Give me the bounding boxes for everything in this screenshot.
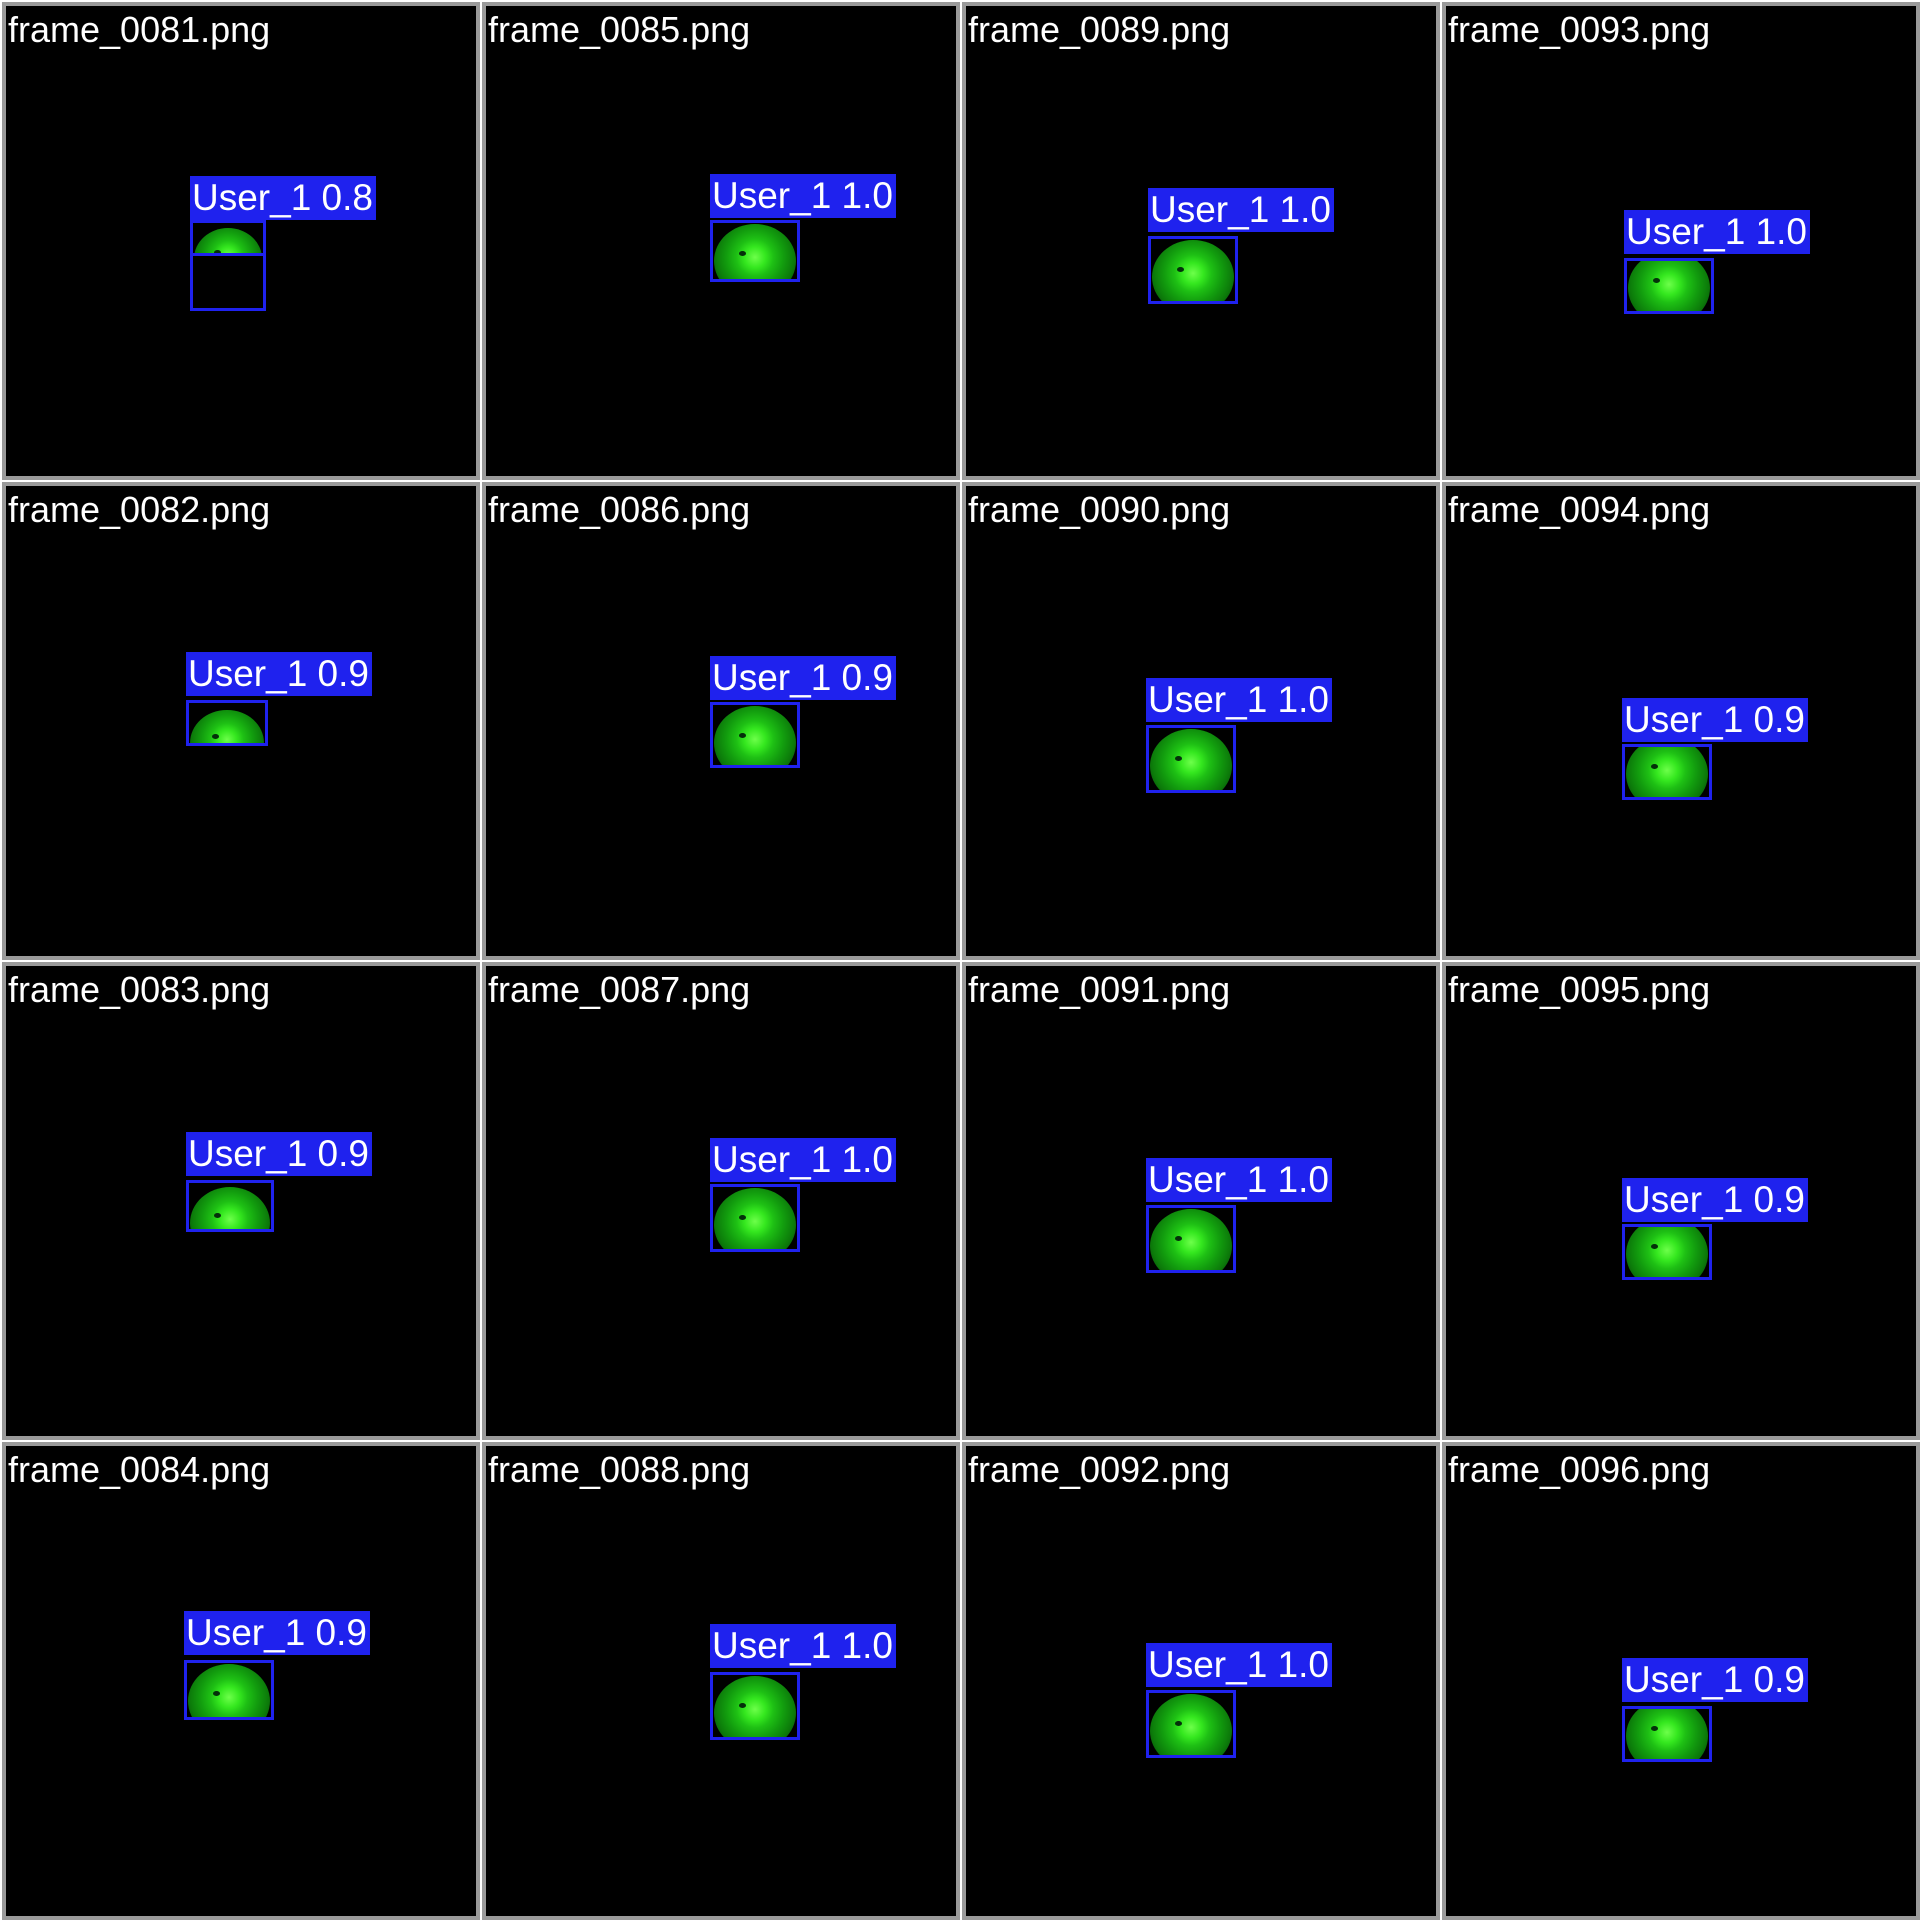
- frame-filename: frame_0086.png: [488, 489, 751, 530]
- detection-label: User_1 1.0: [710, 1138, 896, 1182]
- detection-box: [710, 702, 800, 768]
- frame-tile: frame_0084.png User_1 0.9: [2, 1442, 480, 1920]
- detection-label: User_1 1.0: [710, 1624, 896, 1668]
- detected-object: [190, 709, 264, 743]
- detection-label: User_1 1.0: [1146, 1158, 1332, 1202]
- frame-tile: frame_0092.png User_1 1.0: [962, 1442, 1440, 1920]
- frame-tile: frame_0082.png User_1 0.9: [2, 482, 480, 960]
- detected-object: [1152, 240, 1234, 301]
- detected-object: [1150, 1209, 1232, 1270]
- detected-object: [1626, 1709, 1708, 1759]
- detection-label: User_1 0.9: [184, 1611, 370, 1655]
- frame-tile: frame_0083.png User_1 0.9: [2, 962, 480, 1440]
- frame-filename: frame_0088.png: [488, 1449, 751, 1490]
- detection-label: User_1 1.0: [710, 174, 896, 218]
- detected-object: [714, 224, 796, 279]
- detection-box: [1622, 744, 1712, 800]
- detected-object: [190, 1187, 270, 1229]
- frame-tile: frame_0086.png User_1 0.9: [482, 482, 960, 960]
- frame-filename: frame_0095.png: [1448, 969, 1711, 1010]
- detection-label: User_1 0.9: [186, 1132, 372, 1176]
- frame-filename: frame_0089.png: [968, 9, 1231, 50]
- detection-box: [186, 1180, 274, 1232]
- detected-object: [194, 228, 262, 253]
- frame-tile: frame_0085.png User_1 1.0: [482, 2, 960, 480]
- detection-label: User_1 1.0: [1146, 678, 1332, 722]
- frame-filename: frame_0092.png: [968, 1449, 1231, 1490]
- detected-object: [714, 1188, 796, 1249]
- frame-tile: frame_0090.png User_1 1.0: [962, 482, 1440, 960]
- detection-box: [710, 1184, 800, 1252]
- detection-box: [1622, 1706, 1712, 1762]
- detected-object: [1626, 747, 1708, 797]
- detection-box: [1146, 1690, 1236, 1758]
- detection-box: [184, 1660, 274, 1720]
- detected-object: [714, 706, 796, 765]
- frame-tile: frame_0096.png User_1 0.9: [1442, 1442, 1920, 1920]
- detection-box: [1622, 1224, 1712, 1280]
- frame-filename: frame_0081.png: [8, 9, 271, 50]
- frame-filename: frame_0090.png: [968, 489, 1231, 530]
- detection-box: [1148, 236, 1238, 304]
- detection-box: [1624, 258, 1714, 314]
- detection-box: [710, 1672, 800, 1740]
- detection-label: User_1 0.9: [1622, 1658, 1808, 1702]
- detected-object: [1150, 729, 1232, 790]
- detected-object: [1150, 1694, 1232, 1755]
- detection-label: User_1 0.9: [1622, 1178, 1808, 1222]
- frame-filename: frame_0085.png: [488, 9, 751, 50]
- frame-tile: frame_0089.png User_1 1.0: [962, 2, 1440, 480]
- frame-filename: frame_0096.png: [1448, 1449, 1711, 1490]
- frame-tile: frame_0091.png User_1 1.0: [962, 962, 1440, 1440]
- detection-box: [1146, 725, 1236, 793]
- detected-object: [1628, 261, 1710, 311]
- empty-detection-box: [190, 253, 266, 311]
- detection-label: User_1 1.0: [1148, 188, 1334, 232]
- frame-tile: frame_0094.png User_1 0.9: [1442, 482, 1920, 960]
- frame-filename: frame_0084.png: [8, 1449, 271, 1490]
- frame-filename: frame_0091.png: [968, 969, 1231, 1010]
- detection-label: User_1 0.9: [186, 652, 372, 696]
- detected-object: [714, 1676, 796, 1737]
- detection-label: User_1 0.9: [710, 656, 896, 700]
- frame-tile: frame_0081.png User_1 0.8: [2, 2, 480, 480]
- detection-label: User_1 0.9: [1622, 698, 1808, 742]
- frame-tile: frame_0093.png User_1 1.0: [1442, 2, 1920, 480]
- detection-box: [710, 220, 800, 282]
- detection-label: User_1 1.0: [1624, 210, 1810, 254]
- detection-box: [1146, 1205, 1236, 1273]
- frame-filename: frame_0083.png: [8, 969, 271, 1010]
- frame-filename: frame_0094.png: [1448, 489, 1711, 530]
- frame-tile: frame_0087.png User_1 1.0: [482, 962, 960, 1440]
- detection-label: User_1 0.8: [190, 176, 376, 220]
- detection-label: User_1 1.0: [1146, 1643, 1332, 1687]
- detected-object: [188, 1664, 270, 1717]
- frame-tile: frame_0095.png User_1 0.9: [1442, 962, 1920, 1440]
- frame-filename: frame_0087.png: [488, 969, 751, 1010]
- detection-box: [190, 220, 266, 256]
- frame-tile: frame_0088.png User_1 1.0: [482, 1442, 960, 1920]
- detection-box: [186, 700, 268, 746]
- detected-object: [1626, 1227, 1708, 1277]
- frame-filename: frame_0082.png: [8, 489, 271, 530]
- frame-filename: frame_0093.png: [1448, 9, 1711, 50]
